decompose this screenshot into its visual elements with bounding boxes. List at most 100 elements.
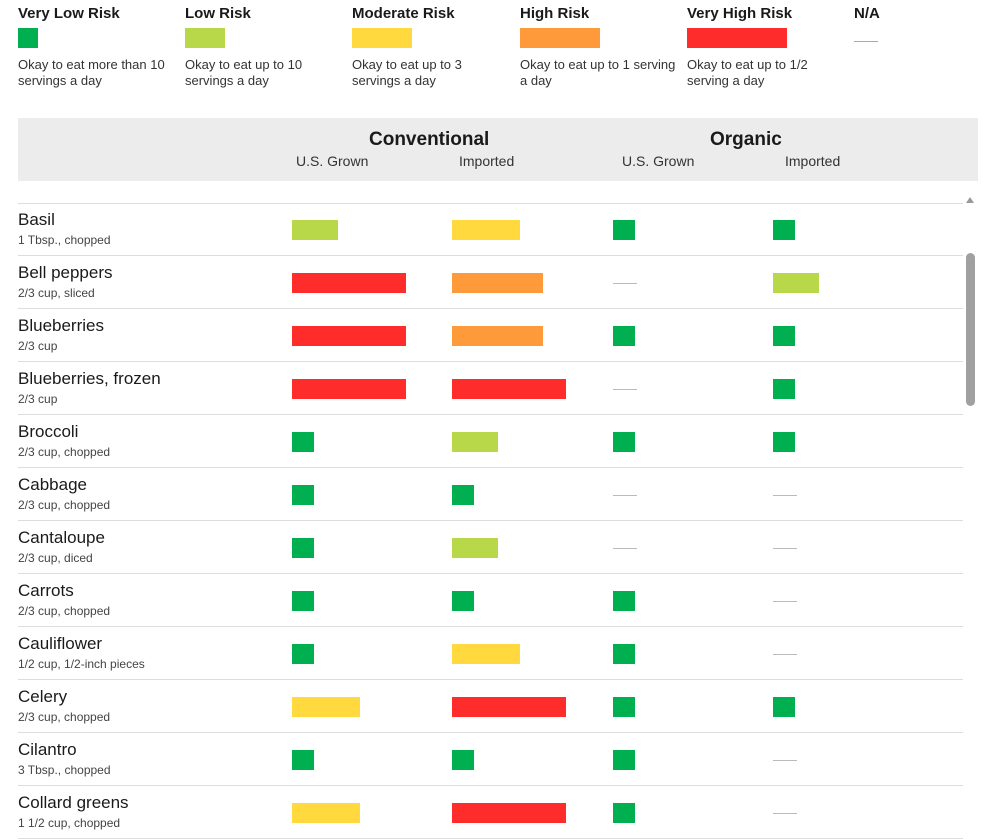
produce-name: Blueberries, frozen — [18, 369, 161, 388]
risk-na-org-us — [613, 548, 637, 549]
produce-name: Cantaloupe — [18, 528, 105, 547]
risk-bar-conv-us — [292, 644, 314, 664]
table-row: Broccoli 2/3 cup, chopped — [18, 415, 963, 468]
risk-bar-conv-us — [292, 326, 406, 346]
produce-name: Basil — [18, 210, 55, 229]
risk-bar-org-us — [613, 697, 635, 717]
legend-swatch-low — [185, 28, 225, 48]
col-conventional-imported: Imported — [459, 153, 515, 169]
legend-swatch-high — [520, 28, 600, 48]
risk-bar-conv-us — [292, 750, 314, 770]
table-row: Cilantro 3 Tbsp., chopped — [18, 733, 963, 786]
risk-na-org-us — [613, 389, 637, 390]
organic-heading: Organic — [710, 129, 782, 150]
risk-bar-conv-us — [292, 220, 338, 240]
table-row: Cauliflower 1/2 cup, 1/2-inch pieces — [18, 627, 963, 680]
risk-bar-conv-us — [292, 485, 314, 505]
risk-bar-org-imported — [773, 697, 795, 717]
conventional-heading: Conventional — [369, 129, 490, 150]
legend-swatch-vhigh — [687, 28, 787, 48]
table-row: Cantaloupe 2/3 cup, diced — [18, 521, 963, 574]
legend-title: Very High Risk — [687, 5, 793, 22]
legend-title: Very Low Risk — [18, 5, 120, 22]
legend-description: Okay to eat up to 10 servings a day — [185, 57, 303, 88]
risk-bar-org-imported — [773, 220, 795, 240]
table-top-divider — [18, 203, 963, 204]
legend-description: Okay to eat up to 3 servings a day — [352, 57, 462, 88]
produce-name: Cauliflower — [18, 634, 103, 653]
table-row: Bell peppers 2/3 cup, sliced — [18, 256, 963, 309]
table-row: Collard greens 1 1/2 cup, chopped — [18, 786, 963, 839]
serving-size: 1 1/2 cup, chopped — [18, 816, 121, 830]
table-row: Blueberries, frozen 2/3 cup — [18, 362, 963, 415]
risk-bar-conv-imported — [452, 220, 520, 240]
serving-size: 2/3 cup, diced — [18, 551, 93, 565]
risk-na-org-us — [613, 495, 637, 496]
serving-size: 1/2 cup, 1/2-inch pieces — [18, 657, 145, 671]
serving-size: 1 Tbsp., chopped — [18, 233, 111, 247]
legend-swatch-mod — [352, 28, 412, 48]
risk-bar-org-us — [613, 644, 635, 664]
risk-bar-org-us — [613, 803, 635, 823]
legend-description: Okay to eat more than 10 servings a day — [18, 57, 165, 88]
serving-size: 2/3 cup, chopped — [18, 445, 111, 459]
risk-na-org-imported — [773, 601, 797, 602]
risk-bar-conv-us — [292, 273, 406, 293]
serving-size: 3 Tbsp., chopped — [18, 763, 111, 777]
risk-bar-conv-us — [292, 803, 360, 823]
col-organic-imported: Imported — [785, 153, 841, 169]
serving-size: 2/3 cup, chopped — [18, 498, 111, 512]
risk-bar-conv-imported — [452, 750, 474, 770]
legend-title: Low Risk — [185, 5, 251, 22]
table-row: Carrots 2/3 cup, chopped — [18, 574, 963, 627]
risk-bar-org-us — [613, 220, 635, 240]
risk-bar-org-imported — [773, 432, 795, 452]
risk-bar-conv-us — [292, 591, 314, 611]
serving-size: 2/3 cup, chopped — [18, 604, 111, 618]
table-row: Basil 1 Tbsp., chopped — [18, 203, 963, 256]
risk-na-org-imported — [773, 548, 797, 549]
risk-bar-conv-imported — [452, 273, 543, 293]
risk-bar-org-us — [613, 432, 635, 452]
risk-bar-conv-us — [292, 432, 314, 452]
table-row: Blueberries 2/3 cup — [18, 309, 963, 362]
risk-bar-conv-imported — [452, 591, 474, 611]
risk-bar-conv-us — [292, 697, 360, 717]
risk-na-org-imported — [773, 654, 797, 655]
legend-description: Okay to eat up to 1/2 serving a day — [687, 57, 808, 88]
serving-size: 2/3 cup — [18, 339, 58, 353]
risk-na-org-imported — [773, 495, 797, 496]
legend-title: High Risk — [520, 5, 590, 22]
produce-name: Blueberries — [18, 316, 104, 335]
col-organic-us-grown: U.S. Grown — [622, 153, 695, 169]
table-header: Conventional Organic U.S. Grown Imported… — [18, 118, 978, 181]
legend-swatch-na — [854, 41, 878, 42]
risk-na-org-imported — [773, 813, 797, 814]
risk-legend: Very Low Risk Okay to eat more than 10 se… — [18, 0, 978, 100]
legend-swatch-vlow — [18, 28, 38, 48]
risk-bar-org-us — [613, 750, 635, 770]
risk-bar-conv-imported — [452, 644, 520, 664]
produce-name: Collard greens — [18, 793, 129, 812]
risk-bar-conv-imported — [452, 326, 543, 346]
risk-na-org-us — [613, 283, 637, 284]
risk-bar-org-imported — [773, 273, 819, 293]
produce-risk-table: Basil 1 Tbsp., chopped Bell peppers 2/3 cup… — [18, 203, 963, 839]
legend-title: N/A — [854, 5, 880, 22]
produce-name: Bell peppers — [18, 263, 113, 282]
serving-size: 2/3 cup, chopped — [18, 710, 111, 724]
risk-bar-conv-us — [292, 538, 314, 558]
serving-size: 2/3 cup — [18, 392, 58, 406]
col-conventional-us-grown: U.S. Grown — [296, 153, 369, 169]
table-row: Cabbage 2/3 cup, chopped — [18, 468, 963, 521]
risk-bar-conv-imported — [452, 485, 474, 505]
produce-name: Cabbage — [18, 475, 88, 494]
risk-bar-org-us — [613, 591, 635, 611]
scrollbar-thumb[interactable] — [966, 253, 975, 406]
scroll-up-arrow-icon[interactable] — [966, 197, 974, 203]
serving-size: 2/3 cup, sliced — [18, 286, 95, 300]
legend-title: Moderate Risk — [352, 5, 455, 22]
legend-description: Okay to eat up to 1 serving a day — [520, 57, 676, 88]
produce-name: Cilantro — [18, 740, 77, 759]
risk-bar-conv-imported — [452, 803, 566, 823]
